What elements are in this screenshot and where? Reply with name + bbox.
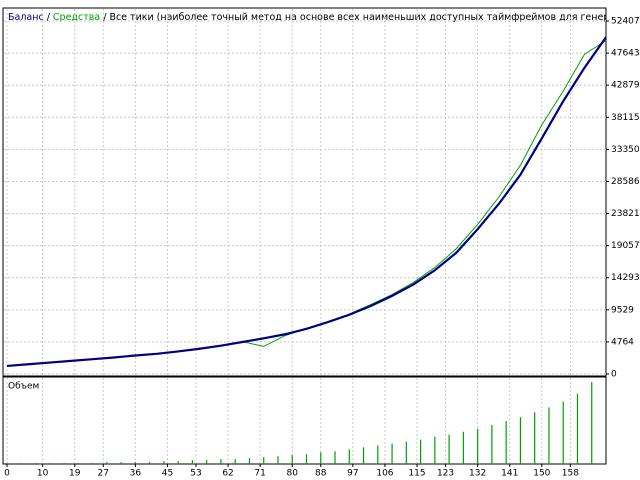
y-tick-label: 4764: [611, 337, 634, 347]
legend-equity: Средства: [53, 12, 100, 23]
y-tick-label: 9529: [611, 305, 634, 315]
y-tick-label: 19057: [611, 241, 640, 251]
y-tick-label: 42879: [611, 81, 640, 91]
x-tick-label: 0: [4, 469, 10, 479]
x-tick-label: 27: [98, 469, 109, 479]
x-tick-label: 36: [130, 469, 142, 479]
x-tick-label: 88: [315, 469, 327, 479]
header: Баланс / Средства / Все тики (наиболее т…: [8, 12, 640, 23]
x-tick-label: 115: [408, 469, 425, 479]
y-tick-label: 14293: [611, 273, 640, 283]
legend-balance: Баланс: [8, 12, 44, 23]
main-panel: [2, 7, 607, 377]
x-tick-label: 158: [562, 469, 579, 479]
x-tick-label: 97: [347, 469, 358, 479]
x-tick-label: 19: [69, 469, 81, 479]
y-tick-label: 38115: [611, 113, 640, 123]
x-tick-label: 123: [437, 469, 454, 479]
y-tick-label: 52407: [611, 17, 640, 27]
x-tick-label: 71: [254, 469, 265, 479]
y-tick-label: 23821: [611, 209, 640, 219]
x-tick-label: 45: [162, 469, 173, 479]
x-tick-label: 10: [37, 469, 49, 479]
y-tick-label: 47643: [611, 49, 640, 59]
chart-title: Все тики (наиболее точный метод на основ…: [109, 12, 640, 23]
x-tick-label: 62: [222, 469, 233, 479]
volume-title: Объем: [8, 382, 39, 392]
x-tick-label: 80: [287, 469, 299, 479]
y-tick-label: 28586: [611, 177, 640, 187]
x-tick-label: 106: [376, 469, 393, 479]
x-tick-label: 53: [190, 469, 201, 479]
y-tick-label: 33350: [611, 145, 640, 155]
volume-panel: [2, 376, 607, 465]
y-tick-label: 0: [611, 370, 617, 380]
x-tick-label: 132: [469, 469, 486, 479]
x-tick-label: 141: [501, 469, 518, 479]
x-tick-label: 150: [533, 469, 550, 479]
series-line: [6, 36, 607, 368]
